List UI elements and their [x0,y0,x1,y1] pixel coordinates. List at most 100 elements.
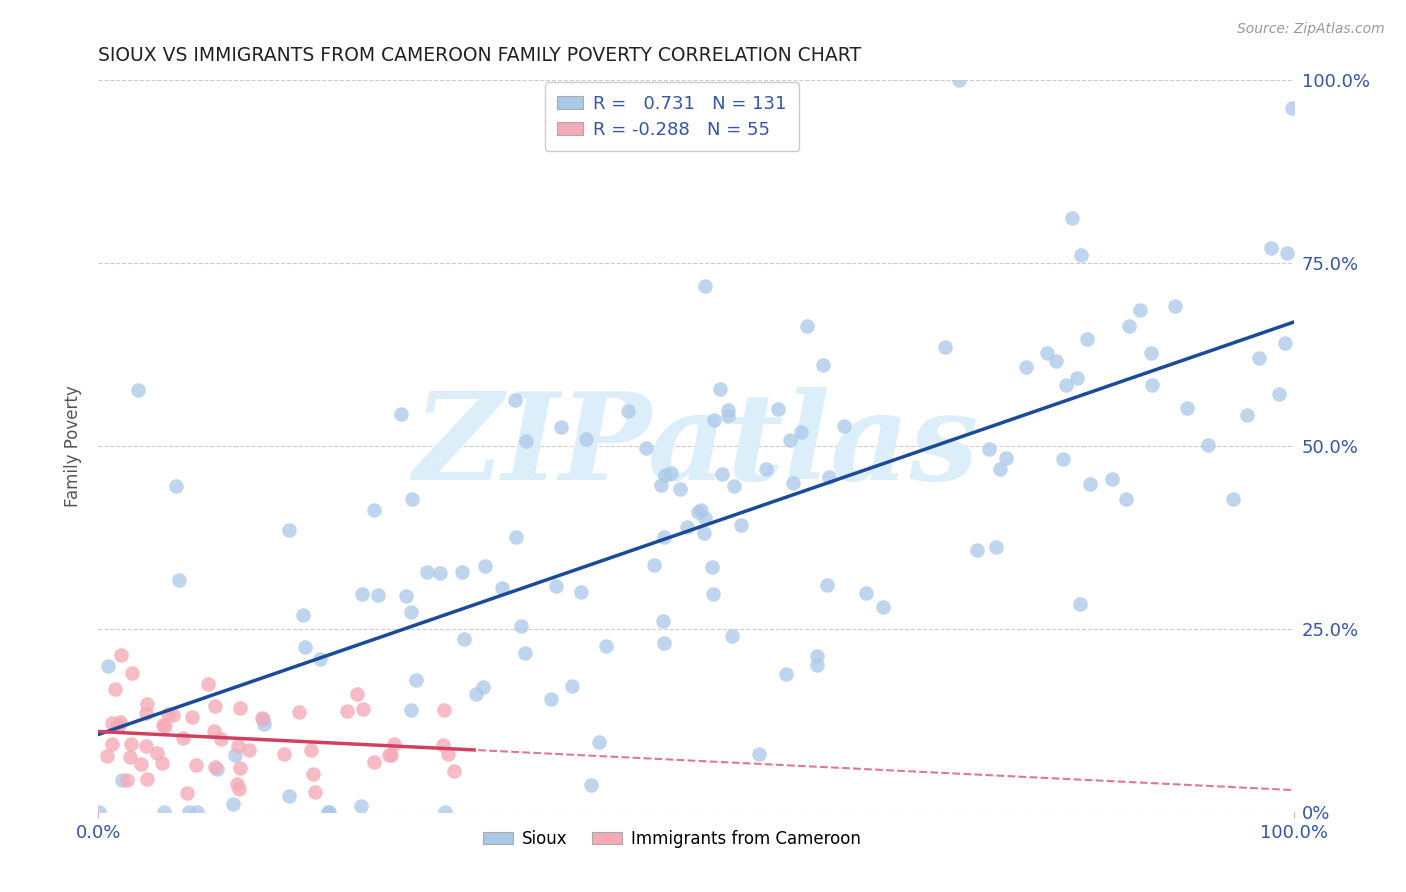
Point [127,383,149,397]
Point [121,666,143,681]
Text: Source: ZipAtlas.com: Source: ZipAtlas.com [1237,22,1385,37]
Point [1236,408,1258,422]
Point [299,742,322,756]
Point [207,762,229,776]
Point [688,505,710,519]
Point [294,640,316,654]
Point [1247,351,1270,366]
Point [432,738,454,752]
Point [252,716,274,731]
Point [304,785,326,799]
Point [1054,377,1077,392]
Point [817,469,839,483]
Point [395,589,418,603]
Point [204,698,226,713]
Point [363,503,385,517]
Point [87,805,110,819]
Point [346,687,368,701]
Point [815,577,838,591]
Point [118,750,141,764]
Text: ZIPatlas: ZIPatlas [413,387,979,505]
Point [790,425,813,439]
Point [115,773,138,788]
Point [723,479,745,493]
Point [1115,491,1137,506]
Point [779,434,801,448]
Point [103,681,125,696]
Point [650,478,672,492]
Point [513,646,536,660]
Point [136,772,159,786]
Point [834,419,856,434]
Point [308,652,330,666]
Point [1060,211,1083,226]
Point [204,760,226,774]
Point [443,764,465,778]
Point [453,632,475,646]
Point [350,799,373,814]
Point [1140,346,1163,360]
Point [228,781,250,796]
Point [988,461,1011,475]
Point [1268,387,1291,401]
Point [617,404,640,418]
Point [948,73,970,87]
Point [316,805,339,819]
Point [465,687,488,701]
Point [250,711,273,725]
Point [176,786,198,800]
Point [505,530,527,544]
Point [401,492,423,507]
Point [1078,477,1101,491]
Point [152,717,174,731]
Point [730,518,752,533]
Point [766,401,789,416]
Point [156,707,179,722]
Point [474,559,496,574]
Point [782,475,804,490]
Point [152,805,174,819]
Point [872,600,894,615]
Point [399,703,422,717]
Point [1197,437,1219,451]
Point [979,442,1001,456]
Point [689,503,711,517]
Point [162,707,184,722]
Point [1070,247,1092,261]
Point [352,587,374,601]
Point [588,735,610,749]
Point [695,510,717,524]
Point [101,737,124,751]
Point [416,566,439,580]
Point [229,700,252,714]
Point [111,772,134,787]
Point [1222,492,1244,507]
Point [434,805,457,819]
Point [352,702,374,716]
Point [252,713,274,727]
Point [561,679,583,693]
Point [273,747,295,761]
Point [1066,371,1088,385]
Point [652,529,675,543]
Point [382,737,405,751]
Point [186,757,208,772]
Point [509,619,531,633]
Point [652,636,675,650]
Point [172,731,194,745]
Point [433,702,456,716]
Point [135,697,157,711]
Point [278,523,301,537]
Point [659,467,682,481]
Point [180,710,202,724]
Point [748,747,770,762]
Point [1076,332,1098,346]
Point [966,543,988,558]
Point [120,737,142,751]
Point [796,318,818,333]
Point [105,719,128,733]
Legend: Sioux, Immigrants from Cameroon: Sioux, Immigrants from Cameroon [477,823,868,855]
Point [405,673,427,687]
Point [1052,452,1074,467]
Point [377,747,399,762]
